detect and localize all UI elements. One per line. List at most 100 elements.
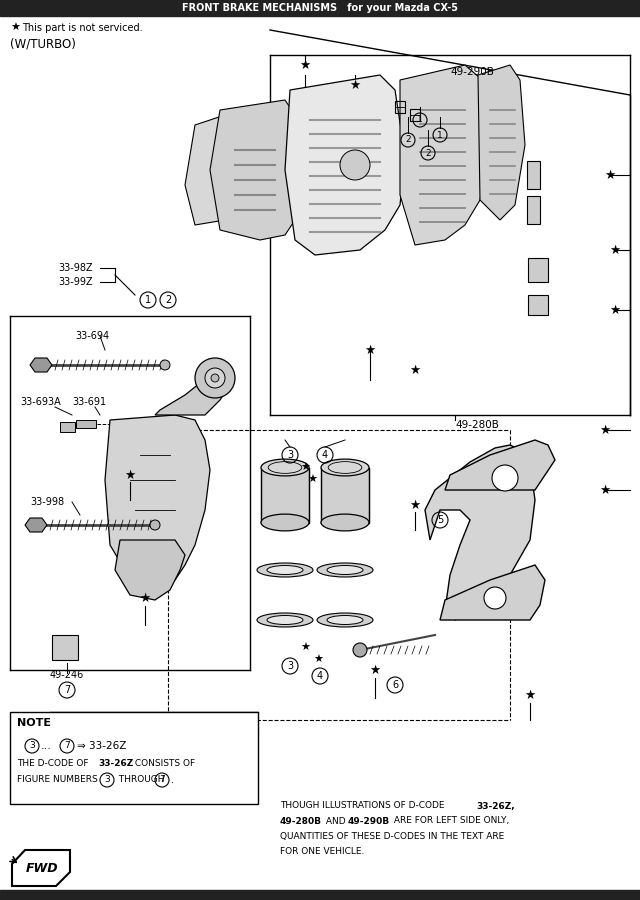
Polygon shape xyxy=(155,370,230,415)
Text: 1: 1 xyxy=(417,115,423,124)
Text: 3: 3 xyxy=(104,776,110,785)
Text: ★: ★ xyxy=(307,475,317,485)
Circle shape xyxy=(160,360,170,370)
Text: 4: 4 xyxy=(317,671,323,681)
Circle shape xyxy=(211,374,219,382)
Polygon shape xyxy=(105,415,210,590)
Ellipse shape xyxy=(317,613,373,627)
Polygon shape xyxy=(30,358,52,372)
Text: 33-26Z: 33-26Z xyxy=(98,760,133,769)
Text: ★: ★ xyxy=(124,469,136,482)
Circle shape xyxy=(484,587,506,609)
Text: 2: 2 xyxy=(405,136,411,145)
Polygon shape xyxy=(527,196,540,224)
Bar xyxy=(261,467,309,523)
Bar xyxy=(321,467,369,523)
Circle shape xyxy=(195,358,235,398)
Ellipse shape xyxy=(261,514,309,531)
Text: ★: ★ xyxy=(140,591,150,605)
Text: ★: ★ xyxy=(609,303,621,317)
Text: 49-290B: 49-290B xyxy=(348,816,390,825)
Text: 7: 7 xyxy=(64,685,70,695)
Ellipse shape xyxy=(327,616,363,625)
Circle shape xyxy=(353,643,367,657)
Text: 3: 3 xyxy=(287,661,293,671)
Text: ★: ★ xyxy=(600,424,611,436)
Bar xyxy=(0,890,640,900)
Text: ★: ★ xyxy=(349,78,360,92)
Text: ★: ★ xyxy=(313,655,323,665)
Text: 33-98Z: 33-98Z xyxy=(58,263,93,273)
Ellipse shape xyxy=(257,613,313,627)
Polygon shape xyxy=(445,440,555,490)
Text: ★: ★ xyxy=(604,168,616,182)
Text: CONSISTS OF: CONSISTS OF xyxy=(132,760,195,769)
Ellipse shape xyxy=(267,616,303,625)
Text: ★: ★ xyxy=(410,499,420,511)
Text: 4: 4 xyxy=(322,450,328,460)
Text: FIGURE NUMBERS: FIGURE NUMBERS xyxy=(17,776,100,785)
Text: 33-693A: 33-693A xyxy=(20,397,61,407)
Text: FWD: FWD xyxy=(26,861,58,875)
Text: 1: 1 xyxy=(145,295,151,305)
Text: 7: 7 xyxy=(64,742,70,751)
Ellipse shape xyxy=(317,563,373,577)
Ellipse shape xyxy=(321,459,369,476)
Bar xyxy=(0,0,640,16)
Ellipse shape xyxy=(267,565,303,574)
Ellipse shape xyxy=(327,565,363,574)
Text: THOUGH ILLUSTRATIONS OF D-CODE: THOUGH ILLUSTRATIONS OF D-CODE xyxy=(280,802,447,811)
Text: QUANTITIES OF THESE D-CODES IN THE TEXT ARE: QUANTITIES OF THESE D-CODES IN THE TEXT … xyxy=(280,832,504,841)
Text: ★: ★ xyxy=(410,364,420,376)
Text: 2: 2 xyxy=(425,148,431,157)
Text: 33-691: 33-691 xyxy=(72,397,106,407)
Ellipse shape xyxy=(257,563,313,577)
Text: (W/TURBO): (W/TURBO) xyxy=(10,38,76,50)
Text: 33-99Z: 33-99Z xyxy=(58,277,93,287)
Polygon shape xyxy=(185,115,240,225)
Text: 2: 2 xyxy=(165,295,171,305)
Text: AND: AND xyxy=(323,816,349,825)
Text: ★: ★ xyxy=(300,463,310,473)
Text: ARE FOR LEFT SIDE ONLY,: ARE FOR LEFT SIDE ONLY, xyxy=(391,816,509,825)
Text: 6: 6 xyxy=(392,680,398,690)
Text: ...: ... xyxy=(41,741,52,751)
Polygon shape xyxy=(115,540,185,600)
Bar xyxy=(60,422,75,432)
Bar xyxy=(76,420,96,428)
Text: 49-280B: 49-280B xyxy=(280,816,322,825)
Text: 33-998: 33-998 xyxy=(30,497,64,507)
Text: ★: ★ xyxy=(609,244,621,256)
Polygon shape xyxy=(52,635,78,660)
Text: FOR ONE VEHICLE.: FOR ONE VEHICLE. xyxy=(280,847,364,856)
Text: ★: ★ xyxy=(10,23,20,33)
Text: THE D-CODE OF: THE D-CODE OF xyxy=(17,760,92,769)
Text: 7: 7 xyxy=(159,776,165,785)
Text: NOTE: NOTE xyxy=(17,718,51,728)
Bar xyxy=(410,109,420,121)
Text: .: . xyxy=(171,775,174,785)
Text: 33-26Z,: 33-26Z, xyxy=(476,802,515,811)
Text: 3: 3 xyxy=(287,450,293,460)
Polygon shape xyxy=(440,565,545,620)
Polygon shape xyxy=(210,100,305,240)
Text: FRONT BRAKE MECHANISMS   for your Mazda CX-5: FRONT BRAKE MECHANISMS for your Mazda CX… xyxy=(182,3,458,13)
Circle shape xyxy=(150,520,160,530)
Text: 1: 1 xyxy=(437,130,443,140)
Text: 33-694: 33-694 xyxy=(75,331,109,341)
Ellipse shape xyxy=(261,459,309,476)
Text: 5: 5 xyxy=(437,515,443,525)
Text: 3: 3 xyxy=(29,742,35,751)
Ellipse shape xyxy=(321,514,369,531)
Polygon shape xyxy=(528,295,548,315)
Text: ⇒ 33-26Z: ⇒ 33-26Z xyxy=(77,741,126,751)
Text: 49-280B: 49-280B xyxy=(455,420,499,430)
Text: 49-290B: 49-290B xyxy=(450,67,494,77)
Polygon shape xyxy=(425,445,535,620)
Text: 49-246: 49-246 xyxy=(50,670,84,680)
Polygon shape xyxy=(528,258,548,282)
Text: ★: ★ xyxy=(364,344,376,356)
Text: ★: ★ xyxy=(369,663,381,677)
Polygon shape xyxy=(25,518,47,532)
Text: ★: ★ xyxy=(600,483,611,497)
